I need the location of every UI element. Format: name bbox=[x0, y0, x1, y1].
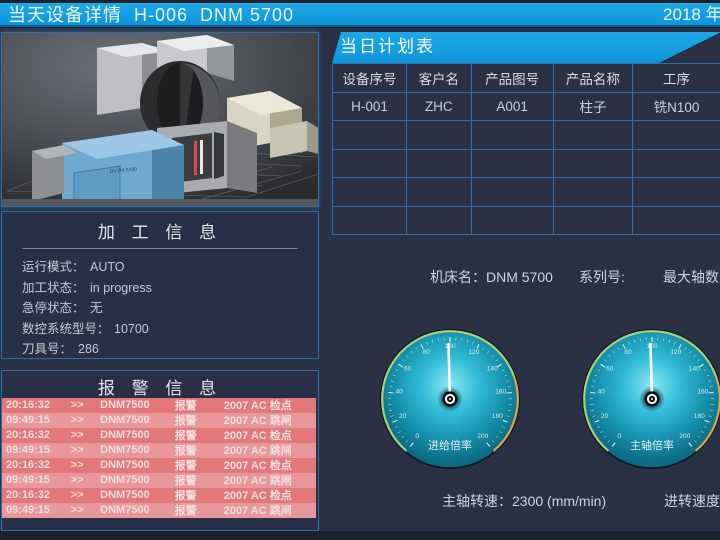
svg-text:进给倍率: 进给倍率 bbox=[428, 438, 472, 452]
svg-text:主轴倍率: 主轴倍率 bbox=[630, 438, 674, 452]
